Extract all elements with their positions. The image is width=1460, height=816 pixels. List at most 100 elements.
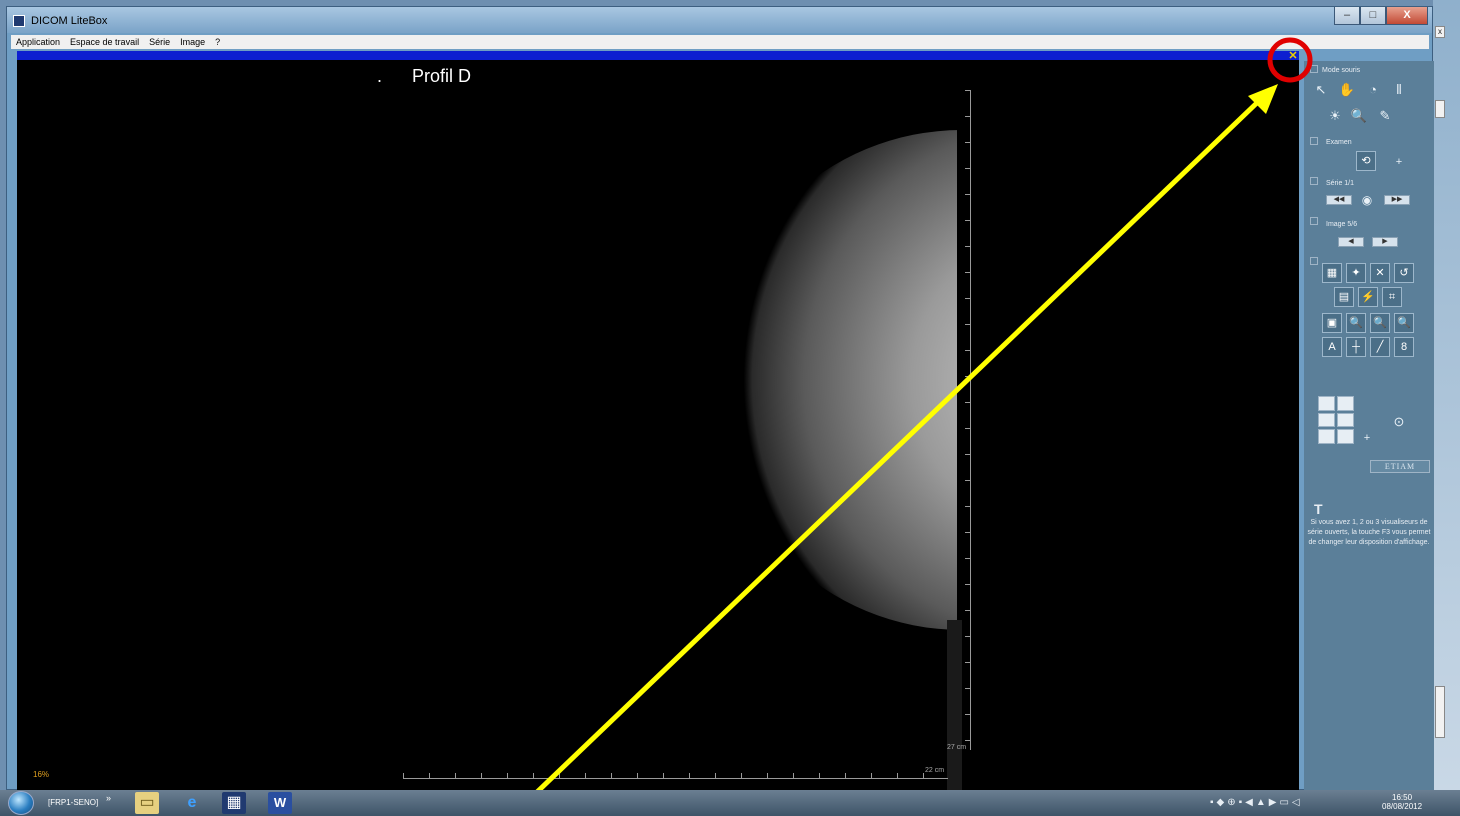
measure-line-button[interactable]: ╱: [1370, 337, 1390, 357]
zoom-tool-1-button[interactable]: 🔍: [1346, 313, 1366, 333]
clock-time: 16:50: [1392, 793, 1413, 802]
vertical-scale-tick: [965, 740, 970, 741]
image-title-dot: .: [377, 66, 383, 86]
vertical-scale-tick: [965, 480, 970, 481]
image-next-button[interactable]: ▶: [1372, 237, 1398, 247]
series-next-button[interactable]: ▶▶: [1384, 195, 1410, 205]
vertical-scale-tick: [965, 168, 970, 169]
system-tray-icons[interactable]: ▪◆⊕▪◀▲▶▭◁: [1210, 797, 1303, 808]
image-viewer[interactable]: . Profil D 27 cm 22 cm 16%: [17, 60, 1299, 792]
document-tool-button[interactable]: ▤: [1334, 287, 1354, 307]
vertical-scale-tick: [965, 220, 970, 221]
menu-series[interactable]: Série: [149, 37, 171, 47]
vertical-scale-tick: [965, 636, 970, 637]
horizontal-scale-tick: [507, 773, 508, 778]
annotation-pen-icon[interactable]: ✎: [1379, 108, 1391, 123]
menu-application[interactable]: Application: [16, 37, 61, 47]
horizontal-scale-tick: [793, 773, 794, 778]
layout-reset-icon[interactable]: ⊙: [1393, 414, 1405, 429]
maximize-button[interactable]: □: [1360, 7, 1386, 25]
exam-add-icon[interactable]: +: [1395, 156, 1403, 168]
image-mask: [957, 120, 1299, 780]
window-title: DICOM LiteBox: [31, 15, 108, 27]
internet-explorer-icon[interactable]: e: [187, 794, 197, 811]
zoom-level: 16%: [33, 770, 50, 779]
horizontal-scale-tick: [689, 773, 690, 778]
start-button[interactable]: [8, 791, 34, 815]
horizontal-scale-tick: [585, 773, 586, 778]
vertical-scale-tick: [965, 558, 970, 559]
crop-tool-button[interactable]: ⌗: [1382, 287, 1402, 307]
delete-tool-button[interactable]: ✕: [1370, 263, 1390, 283]
zoom-tool-3-button[interactable]: 🔍: [1394, 313, 1414, 333]
rotate-tool-button[interactable]: ↺: [1394, 263, 1414, 283]
folder-icon[interactable]: ▭: [135, 792, 159, 814]
series-label: Série 1/1: [1326, 180, 1355, 187]
exam-label: Examen: [1326, 139, 1352, 146]
pointer-icon[interactable]: ↖: [1315, 82, 1327, 97]
mouse-mode-checkbox[interactable]: [1310, 65, 1318, 73]
image-title-text: Profil D: [412, 66, 472, 86]
vertical-scale: [970, 90, 971, 750]
center-tool-button[interactable]: ✦: [1346, 263, 1366, 283]
crosshair-button[interactable]: ┼: [1346, 337, 1366, 357]
vertical-scale-tick: [965, 194, 970, 195]
desktop-scrollbar-fragment: [1435, 686, 1445, 738]
vertical-scale-tick: [965, 350, 970, 351]
exam-checkbox[interactable]: [1310, 137, 1318, 145]
horizontal-scale-tick: [897, 773, 898, 778]
desktop-close-fragment: x: [1435, 26, 1445, 38]
image-edge: [947, 620, 962, 790]
close-window-button[interactable]: X: [1386, 7, 1428, 25]
grid-tool-button[interactable]: ▦: [1322, 263, 1342, 283]
clock[interactable]: 16:50 08/08/2012: [1382, 793, 1422, 811]
horizontal-scale-tick: [819, 773, 820, 778]
word-icon[interactable]: W: [268, 792, 292, 814]
menu-help[interactable]: ?: [215, 37, 221, 47]
dicom-litebox-icon[interactable]: ▦: [222, 792, 246, 814]
vertical-scale-label: 27 cm: [947, 744, 967, 751]
vertical-scale-tick: [965, 246, 970, 247]
series-checkbox[interactable]: [1310, 177, 1318, 185]
series-previous-button[interactable]: ◀◀: [1326, 195, 1352, 205]
vertical-scale-tick: [965, 116, 970, 117]
image-previous-button[interactable]: ◀: [1338, 237, 1364, 247]
window-level-button[interactable]: 8: [1394, 337, 1414, 357]
flip-tool-button[interactable]: ⚡: [1358, 287, 1378, 307]
layout-add-icon[interactable]: +: [1363, 432, 1371, 444]
horizontal-scale-tick: [455, 773, 456, 778]
image-label: Image 5/6: [1326, 221, 1358, 228]
exam-reset-button[interactable]: ⟲: [1356, 151, 1376, 171]
horizontal-scale-tick: [559, 773, 560, 778]
horizontal-scale-tick: [611, 773, 612, 778]
taskbar-task-label[interactable]: [FRP1-SENO]: [48, 798, 99, 807]
vertical-scale-tick: [965, 584, 970, 585]
magnifier-icon[interactable]: 🔍: [1350, 108, 1368, 123]
pan-hand-icon[interactable]: ✋: [1338, 82, 1356, 97]
zoom-tool-2-button[interactable]: 🔍: [1370, 313, 1390, 333]
tools-checkbox[interactable]: [1310, 257, 1318, 265]
viewer-title-bar[interactable]: [17, 51, 1299, 60]
layout-selector[interactable]: [1318, 396, 1354, 444]
taskbar-chevron[interactable]: »: [106, 793, 112, 803]
text-annotation-button[interactable]: A: [1322, 337, 1342, 357]
minimize-button[interactable]: –: [1334, 7, 1360, 25]
horizontal-scale-label: 22 cm: [925, 767, 945, 774]
title-bar[interactable]: DICOM LiteBox – □ X: [7, 7, 1432, 33]
scroll-tool-icon[interactable]: ⦀: [1396, 82, 1402, 97]
contrast-tool-icon[interactable]: ◔: [1369, 82, 1377, 97]
vertical-scale-tick: [965, 90, 970, 91]
help-text: Si vous avez 1, 2 ou 3 visualiseurs de s…: [1307, 519, 1431, 546]
lock-zoom-button[interactable]: ▣: [1322, 313, 1342, 333]
clock-date: 08/08/2012: [1382, 802, 1423, 811]
taskbar: [FRP1-SENO] » ▭ e ▦ W ▪◆⊕▪◀▲▶▭◁ 16:50 08…: [0, 790, 1460, 816]
vertical-scale-tick: [965, 714, 970, 715]
brightness-icon[interactable]: ☀: [1329, 108, 1341, 123]
desktop-background: [1433, 0, 1460, 790]
vertical-scale-tick: [965, 376, 970, 377]
vertical-scale-tick: [965, 402, 970, 403]
menu-image[interactable]: Image: [180, 37, 206, 47]
image-checkbox[interactable]: [1310, 217, 1318, 225]
series-center-icon[interactable]: ◉: [1361, 193, 1373, 207]
menu-workspace[interactable]: Espace de travail: [70, 37, 140, 47]
